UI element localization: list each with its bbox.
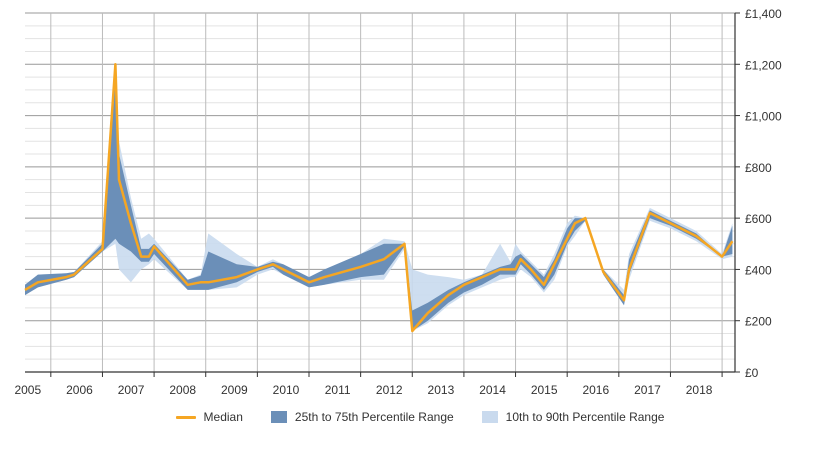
y-tick-label: £800 xyxy=(745,161,772,175)
x-tick-label: 2013 xyxy=(428,383,455,397)
y-tick-label: £600 xyxy=(745,212,772,226)
legend-label-iqr: 25th to 75th Percentile Range xyxy=(294,410,454,424)
x-tick-label: 2005 xyxy=(14,383,41,397)
y-tick-label: £400 xyxy=(745,263,772,277)
legend-label-median: Median xyxy=(203,410,243,424)
x-tick-label: 2011 xyxy=(325,383,351,397)
x-tick-label: 2017 xyxy=(634,383,661,397)
x-tick-labels: 2005 2006 2007 2008 2009 2010 2011 2012 2013 2014… xyxy=(14,372,723,397)
iqr-swatch xyxy=(270,411,287,423)
x-tick-label: 2016 xyxy=(582,383,609,397)
x-tick-label: 2012 xyxy=(376,383,403,397)
median-series xyxy=(24,63,734,333)
y-tick-label: £1,400 xyxy=(745,7,782,21)
x-tick-label: 2018 xyxy=(686,383,713,397)
y-tick-label: £1,000 xyxy=(745,110,782,124)
legend-label-p10-p90: 10th to 90th Percentile Range xyxy=(505,410,665,424)
y-tick-label: £1,200 xyxy=(745,58,782,72)
y-tick-label: £200 xyxy=(745,315,772,329)
legend-item-iqr[interactable]: 25th to 75th Percentile Range xyxy=(270,410,454,424)
chart-svg: 2005 2006 2007 2008 2009 2010 2011 2012 2013 2014… xyxy=(14,7,782,397)
legend-item-p10-p90[interactable]: 10th to 90th Percentile Range xyxy=(481,410,665,424)
x-tick-label: 2009 xyxy=(221,383,248,397)
grid xyxy=(25,12,735,373)
median-swatch xyxy=(175,415,196,419)
legend: Median 25th to 75th Percentile Range 10t… xyxy=(0,410,840,424)
x-tick-label: 2010 xyxy=(273,383,300,397)
x-tick-label: 2015 xyxy=(531,383,558,397)
x-tick-label: 2007 xyxy=(118,383,145,397)
x-tick-label: 2008 xyxy=(169,383,196,397)
y-tick-label: £0 xyxy=(745,366,759,380)
median-line xyxy=(24,63,734,333)
x-tick-label: 2014 xyxy=(479,383,506,397)
legend-item-median[interactable]: Median xyxy=(175,410,243,424)
axes xyxy=(25,13,736,373)
p10-p90-swatch xyxy=(481,411,498,423)
x-tick-label: 2006 xyxy=(66,383,93,397)
y-tick-labels: £0 £200 £400 £600 £800 £1,000 £1,200 £1,400 xyxy=(735,7,782,380)
